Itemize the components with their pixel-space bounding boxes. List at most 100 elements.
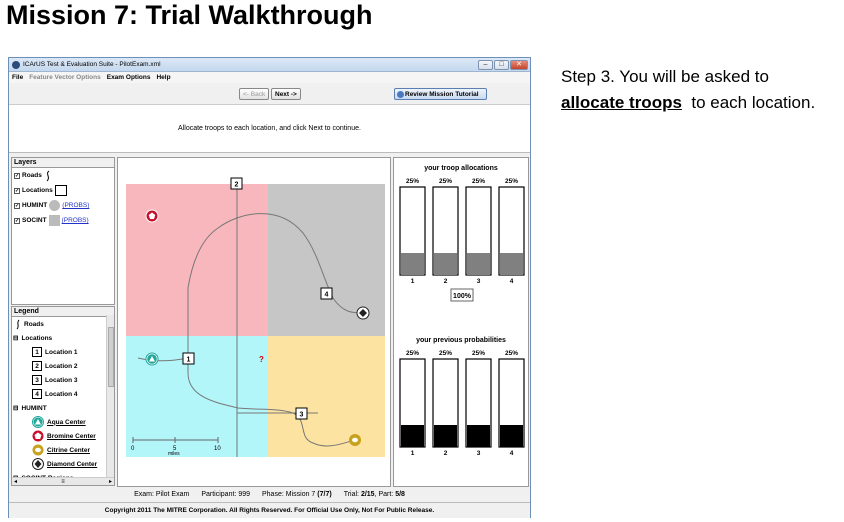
legend-location-label: Location 3 bbox=[45, 376, 78, 384]
status-exam-label: Exam: bbox=[134, 490, 154, 498]
map-canvas[interactable]: 1 2 3 4 ? 0 5 10 miles bbox=[118, 158, 390, 486]
legend-humint-label: Citrine Center bbox=[47, 446, 90, 454]
status-trial: Trial: 2/15, Part: 5/8 bbox=[344, 491, 405, 498]
layer-socint-label: SOCINT bbox=[22, 217, 47, 224]
probability-percent-label: 25% bbox=[406, 350, 419, 357]
menu-help[interactable]: Help bbox=[156, 74, 171, 81]
review-tutorial-button[interactable]: Review Mission Tutorial bbox=[394, 88, 487, 100]
status-exam-value: Pilot Exam bbox=[155, 490, 190, 498]
legend-location-1: 1 Location 1 bbox=[12, 345, 114, 359]
allocation-bar-fill[interactable] bbox=[401, 253, 424, 275]
scroll-right-icon[interactable]: ▸ bbox=[108, 479, 112, 485]
allocation-bar-fill[interactable] bbox=[434, 253, 457, 275]
probability-bar-fill bbox=[401, 425, 424, 447]
status-participant-value: 999 bbox=[238, 490, 250, 498]
roads-checkbox[interactable]: ✓ bbox=[14, 172, 20, 179]
locations-checkbox[interactable]: ✓ bbox=[14, 187, 20, 194]
probability-percent-label: 25% bbox=[505, 350, 518, 357]
allocation-bar-fill[interactable] bbox=[467, 253, 490, 275]
menu-exam-options[interactable]: Exam Options bbox=[106, 74, 151, 81]
status-phase-label: Phase: bbox=[262, 490, 284, 498]
step-prefix: Step 3. You will be asked to bbox=[561, 67, 769, 86]
aqua-center-icon bbox=[32, 416, 44, 428]
legend-location-3: 3 Location 3 bbox=[12, 373, 114, 387]
previous-probabilities-title: your previous probabilities bbox=[416, 337, 506, 344]
scroll-left-icon[interactable]: ◂ bbox=[14, 479, 18, 485]
help-icon bbox=[397, 91, 404, 98]
aqua-center-map-icon bbox=[145, 352, 159, 366]
socint-region-bottomleft bbox=[126, 336, 268, 457]
allocation-percent-label: 25% bbox=[505, 178, 518, 185]
legend-locations-group-label: Locations bbox=[21, 334, 53, 342]
legend-locations-group[interactable]: ⊟ Locations bbox=[12, 331, 114, 345]
layer-humint: ✓ HUMINT (PROBS) bbox=[12, 198, 114, 213]
collapse-icon[interactable]: ⊟ bbox=[13, 335, 19, 342]
status-trial-value: 2/15 bbox=[360, 490, 375, 498]
socint-region-icon bbox=[48, 215, 60, 226]
close-button[interactable]: ✕ bbox=[510, 60, 528, 70]
location-2-label: 2 bbox=[235, 182, 239, 189]
legend-panel: Legend Roads ⊟ Locations 1 Location 1 2 Lo… bbox=[11, 306, 115, 486]
status-phase-value: Mission 7 bbox=[285, 490, 316, 498]
location-3-marker[interactable]: 3 bbox=[295, 407, 308, 420]
window-titlebar[interactable]: ICArUS Test & Evaluation Suite - PilotEx… bbox=[9, 58, 530, 72]
menu-feature-vector-options[interactable]: Feature Vector Options bbox=[29, 74, 101, 81]
legend-location-label: Location 2 bbox=[45, 362, 78, 370]
back-button[interactable]: <- Back bbox=[239, 88, 270, 100]
step-emphasis: allocate troops bbox=[561, 93, 682, 112]
window-title: ICArUS Test & Evaluation Suite - PilotEx… bbox=[23, 61, 161, 68]
menu-bar: File Feature Vector Options Exam Options… bbox=[9, 72, 530, 83]
collapse-icon[interactable]: ⊟ bbox=[13, 405, 19, 412]
scale-tick-10: 10 bbox=[214, 446, 221, 452]
socint-region-topleft bbox=[126, 184, 268, 336]
location-2-marker[interactable]: 2 bbox=[230, 177, 243, 190]
allocation-bar-fill[interactable] bbox=[500, 253, 523, 275]
next-button[interactable]: Next -> bbox=[271, 88, 301, 100]
legend-humint-label: Diamond Center bbox=[47, 460, 98, 468]
status-trial-label: Trial: bbox=[343, 490, 359, 498]
legend-citrine-center: Citrine Center bbox=[12, 443, 114, 457]
app-globe-icon bbox=[12, 60, 20, 69]
allocation-column-label: 2 bbox=[444, 278, 448, 285]
allocation-percent-label: 25% bbox=[439, 178, 452, 185]
status-phase: Phase: Mission 7 (7/7) bbox=[262, 491, 332, 498]
scroll-grip-icon[interactable]: ≡ bbox=[61, 478, 65, 485]
maximize-button[interactable]: □ bbox=[494, 60, 509, 70]
unknown-location-marker: ? bbox=[259, 355, 264, 364]
probability-column-label: 2 bbox=[444, 450, 448, 457]
probability-bar-fill bbox=[467, 425, 490, 447]
road-icon bbox=[16, 319, 20, 329]
legend-vertical-scrollbar[interactable] bbox=[106, 315, 114, 477]
bromine-center-map-icon bbox=[145, 209, 159, 223]
legend-bromine-center: Bromine Center bbox=[12, 429, 114, 443]
diamond-center-icon bbox=[32, 458, 44, 470]
diamond-center-map-icon bbox=[356, 306, 370, 320]
location-number-box: 1 bbox=[32, 347, 42, 357]
socint-checkbox[interactable]: ✓ bbox=[14, 217, 20, 224]
allocation-column-label: 1 bbox=[411, 278, 415, 285]
minimize-button[interactable]: – bbox=[478, 60, 493, 70]
allocation-panel: your troop allocations 25% 1 25% 2 25% 3 25% 4 … bbox=[393, 157, 529, 487]
status-part-label: , Part: bbox=[374, 490, 394, 498]
legend-humint-group[interactable]: ⊟ HUMINT bbox=[12, 401, 114, 415]
status-exam: Exam: Pilot Exam bbox=[134, 491, 189, 498]
humint-checkbox[interactable]: ✓ bbox=[14, 202, 20, 209]
menu-file[interactable]: File bbox=[12, 74, 24, 81]
scale-tick-5: 5 bbox=[173, 446, 177, 452]
nav-toolbar: <- Back Next -> Review Mission Tutorial bbox=[9, 83, 530, 105]
humint-probs-link[interactable]: (PROBS) bbox=[62, 202, 90, 209]
location-number-box: 3 bbox=[32, 375, 42, 385]
socint-probs-link[interactable]: (PROBS) bbox=[61, 217, 89, 224]
legend-location-2: 2 Location 2 bbox=[12, 359, 114, 373]
location-4-marker[interactable]: 4 bbox=[320, 287, 333, 300]
allocation-percent-label: 25% bbox=[406, 178, 419, 185]
scroll-thumb[interactable] bbox=[108, 327, 114, 387]
troop-allocations-title: your troop allocations bbox=[424, 165, 498, 172]
location-4-label: 4 bbox=[325, 292, 329, 299]
status-part-value: 5/8 bbox=[395, 490, 405, 498]
allocation-percent-label: 25% bbox=[472, 178, 485, 185]
legend-horizontal-scrollbar[interactable]: ◂ ≡ ▸ bbox=[12, 477, 114, 485]
location-1-marker[interactable]: 1 bbox=[182, 352, 195, 365]
probability-bar-fill bbox=[500, 425, 523, 447]
step-suffix: to each location. bbox=[691, 93, 816, 112]
